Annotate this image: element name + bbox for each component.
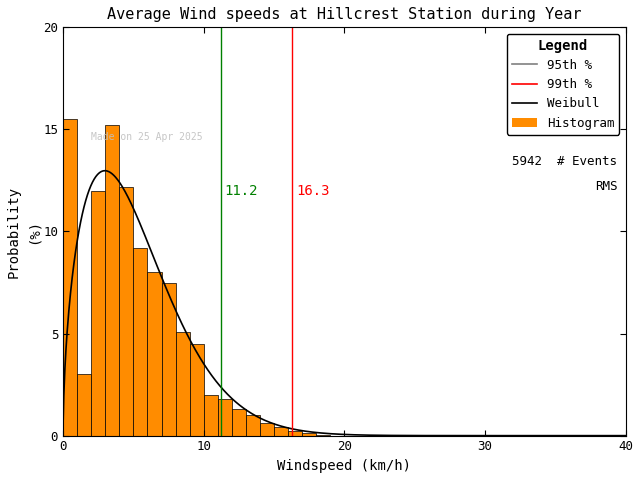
Bar: [119, 187, 133, 436]
Bar: [175, 332, 189, 436]
Text: RMS: RMS: [595, 180, 617, 193]
Bar: [246, 415, 260, 436]
Legend: 95th %, 99th %, Weibull, Histogram: 95th %, 99th %, Weibull, Histogram: [507, 34, 620, 134]
Bar: [204, 395, 218, 436]
Bar: [63, 119, 77, 436]
Bar: [260, 423, 274, 436]
Bar: [133, 248, 147, 436]
Text: Made on 25 Apr 2025: Made on 25 Apr 2025: [92, 132, 203, 142]
Y-axis label: Probability
(%): Probability (%): [7, 185, 40, 277]
Bar: [161, 283, 175, 436]
Bar: [288, 431, 302, 436]
Bar: [218, 399, 232, 436]
Bar: [105, 125, 119, 436]
Bar: [189, 344, 204, 436]
X-axis label: Windspeed (km/h): Windspeed (km/h): [277, 459, 412, 473]
Bar: [302, 432, 316, 436]
Bar: [92, 191, 105, 436]
Bar: [77, 374, 92, 436]
Bar: [232, 409, 246, 436]
Text: 5942  # Events: 5942 # Events: [512, 155, 617, 168]
Bar: [147, 272, 161, 436]
Text: 16.3: 16.3: [296, 184, 330, 198]
Title: Average Wind speeds at Hillcrest Station during Year: Average Wind speeds at Hillcrest Station…: [107, 7, 582, 22]
Bar: [274, 428, 288, 436]
Text: 11.2: 11.2: [225, 184, 259, 198]
Bar: [316, 434, 330, 436]
